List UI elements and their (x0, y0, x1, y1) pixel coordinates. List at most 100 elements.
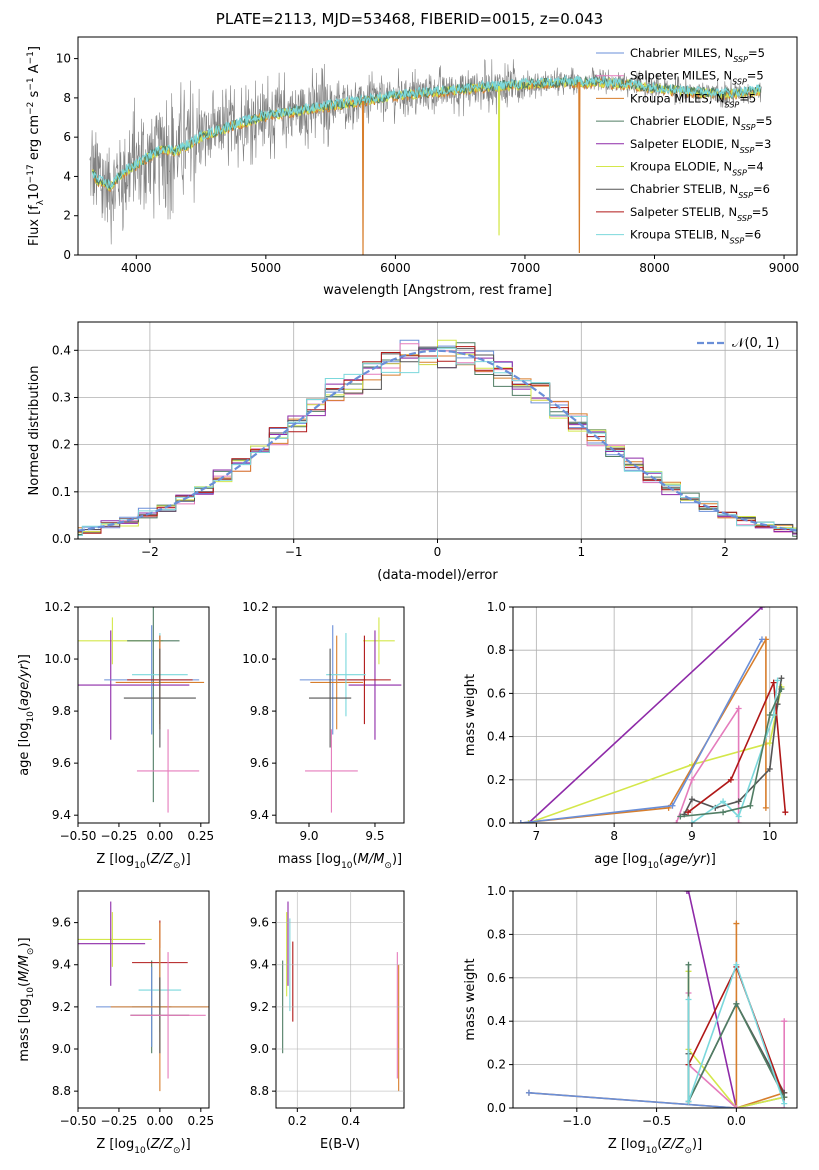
y-tick-label: 9.4 (52, 958, 71, 972)
y-tick-label: 0 (63, 248, 71, 262)
weight-marker (733, 1000, 740, 1007)
y-tick-label: 8.8 (250, 1084, 269, 1098)
legend-sub: SSP (733, 55, 748, 64)
axes-frame (275, 606, 405, 824)
label-part: )] (706, 852, 716, 867)
legend-sub: SSP (732, 77, 747, 86)
legend-tail: =5 (752, 205, 769, 219)
y-tick-label: 10.0 (44, 652, 71, 666)
weight-line-kroupa_stelib (687, 962, 785, 1104)
weight-marker (720, 798, 727, 805)
panel-spectrum: 4000 5000 6000 7000 8000 9000 0 2 4 6 8 10 (56, 36, 799, 275)
legend-text: Chabrier STELIB, N (630, 182, 738, 196)
weight-marker (685, 1098, 692, 1105)
x-tick-label: −0.50 (60, 1114, 97, 1128)
x-axis-label: age [log10(age/yr)] (594, 852, 716, 871)
label-part: )] (181, 852, 191, 867)
x-tick-label: −1.0 (562, 1114, 591, 1128)
weight-marker (688, 796, 695, 803)
x-tick-label: 1 (577, 545, 585, 559)
legend-text: Chabrier ELODIE, N (630, 114, 741, 128)
legend-text: Chabrier MILES, N (630, 46, 733, 60)
label-part: 10 (26, 711, 36, 723)
y-tick-label: 0.3 (52, 390, 71, 404)
y-tick-label: 9.4 (250, 958, 269, 972)
label-part: Z/Z (661, 1137, 685, 1152)
panel-age_vs_Z: −0.50 −0.25 0.00 0.25 9.4 9.6 9.8 10.0 10.2 (44, 600, 214, 843)
weight-marker (525, 1089, 532, 1096)
weight-line-chabrier_miles (520, 639, 763, 823)
grid-lines (513, 890, 797, 1109)
label-part: ( (659, 852, 664, 867)
y-tick-label: 10 (56, 52, 71, 66)
axes-frame (77, 36, 798, 256)
x-axis-label: (data-model)/error (377, 568, 498, 583)
panel-residual_hist: −2 −1 0 1 2 0.0 0.1 0.2 0.3 0.4 (52, 321, 798, 559)
axes-frame (77, 890, 210, 1109)
x-tick-label: 5000 (251, 261, 282, 275)
axes-frame (512, 890, 798, 1109)
x-axis-label: wavelength [Angstrom, rest frame] (323, 283, 552, 298)
plot-area (78, 607, 205, 813)
label-part: 10 (26, 987, 36, 999)
weight-marker (677, 813, 684, 820)
normal-curve (78, 349, 797, 532)
legend-sub: SSP (730, 236, 745, 245)
plot-area (78, 339, 797, 537)
y-tick-label: 9.6 (250, 916, 269, 930)
legend-entry: Kroupa MILES, NSSP=5 (630, 91, 756, 109)
model-kroupa_stelib (91, 74, 761, 190)
label-part: )] (692, 1137, 702, 1152)
weight-marker (762, 804, 769, 811)
weight-marker (685, 961, 692, 968)
weight-marker (688, 820, 695, 823)
legend-text: Kroupa ELODIE, N (630, 160, 732, 174)
y-tick-label: 0.8 (487, 927, 506, 941)
label-part: ( (146, 1137, 151, 1152)
plot-area (517, 607, 789, 823)
label-part: 10 (134, 861, 146, 871)
label-part: mass [log (17, 998, 32, 1061)
y-tick-label: 0.0 (487, 816, 506, 830)
label-part: −1 (26, 51, 36, 64)
y-tick-label: 9.6 (52, 916, 71, 930)
legend-text: Salpeter ELODIE, N (630, 137, 740, 151)
y-axis-label: mass weight (463, 674, 478, 756)
absorption-dip (361, 100, 365, 255)
y-tick-label: 0.0 (487, 1101, 506, 1115)
label-part: ] (27, 46, 42, 51)
axes: 0.2 0.4 8.8 9.0 9.2 9.4 9.6 (250, 890, 405, 1128)
y-tick-label: 10.2 (44, 600, 71, 614)
y-tick-label: 0.2 (52, 438, 71, 452)
weight-marker (688, 776, 695, 783)
legend-entry: Kroupa ELODIE, NSSP=4 (630, 160, 764, 178)
axes: −2 −1 0 1 2 0.0 0.1 0.2 0.3 0.4 (52, 321, 798, 559)
x-tick-label: 6000 (380, 261, 411, 275)
label-part: 10 (647, 861, 659, 871)
plot-area (78, 901, 209, 1092)
y-tick-label: 9.8 (52, 704, 71, 718)
axes-frame (275, 890, 405, 1109)
weight-marker (733, 961, 740, 968)
y-tick-label: 6 (63, 130, 71, 144)
y-tick-label: 0.6 (487, 971, 506, 985)
x-axis-label: Z [log10(Z/Z⊙)] (96, 1137, 190, 1156)
weight-marker (735, 705, 742, 712)
label-part: 10 (646, 1146, 658, 1156)
legend-text: Salpeter MILES, N (630, 69, 732, 83)
label-part: ( (17, 982, 32, 987)
label-part: 10 (27, 183, 42, 200)
weight-marker (727, 776, 734, 783)
x-tick-label: −0.25 (101, 1114, 138, 1128)
weight-marker (733, 1105, 740, 1108)
y-tick-label: 4 (63, 169, 71, 183)
x-tick-label: −0.25 (101, 829, 138, 843)
legend-tail: =5 (747, 69, 764, 83)
legend-sub: SSP (738, 191, 753, 200)
label-part: ⊙ (173, 861, 181, 871)
label-part: Z/Z (150, 1137, 174, 1152)
axes-frame (77, 606, 210, 824)
weight-marker (778, 675, 785, 682)
y-tick-label: 2 (63, 209, 71, 223)
y-tick-label: 10.2 (242, 600, 269, 614)
